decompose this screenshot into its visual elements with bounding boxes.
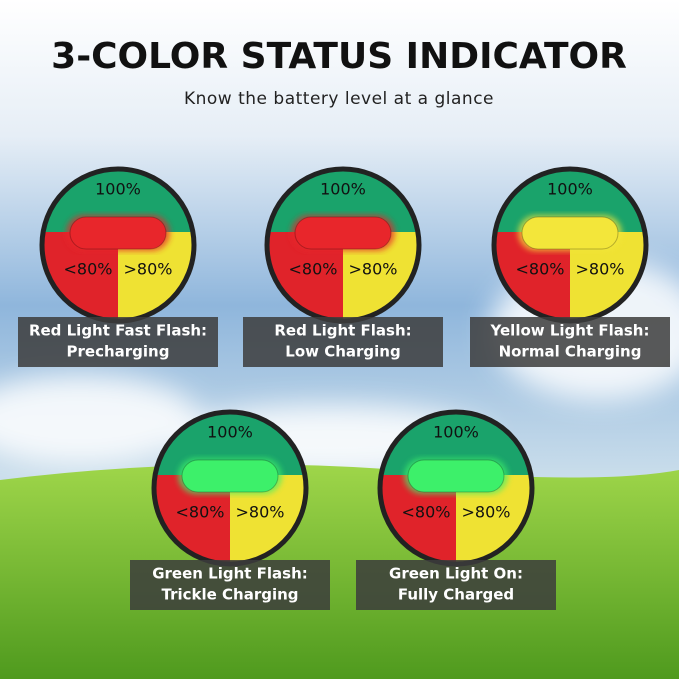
light <box>407 459 505 493</box>
caption-line: Red Light Flash: <box>274 322 411 340</box>
right-label: >80% <box>124 260 173 279</box>
left-label: <80% <box>402 503 451 522</box>
caption-box <box>470 317 670 367</box>
light <box>294 216 392 250</box>
indicator: 100% <80% >80% Green Light Flash: Trickle Ch… <box>130 409 330 610</box>
caption-box <box>356 560 556 610</box>
right-label: >80% <box>236 503 285 522</box>
light <box>181 459 279 493</box>
subtitle: Know the battery level at a glance <box>184 89 494 109</box>
caption-box <box>130 560 330 610</box>
indicator: 100% <80% >80% Yellow Light Flash: Normal Ch… <box>470 166 670 367</box>
caption-line: Low Charging <box>285 343 400 361</box>
title: 3-COLOR STATUS INDICATOR <box>51 36 627 77</box>
light <box>69 216 167 250</box>
caption-line: Red Light Fast Flash: <box>29 322 207 340</box>
left-label: <80% <box>289 260 338 279</box>
caption-line: Normal Charging <box>499 343 642 361</box>
left-label: <80% <box>176 503 225 522</box>
caption-line: Yellow Light Flash: <box>490 322 650 340</box>
top-label: 100% <box>320 180 366 199</box>
grass <box>0 464 679 679</box>
top-label: 100% <box>547 180 593 199</box>
indicator: 100% <80% >80% Green Light On: Fully Charged <box>356 409 556 610</box>
caption-line: Green Light Flash: <box>152 565 308 583</box>
top-label: 100% <box>433 423 479 442</box>
left-label: <80% <box>64 260 113 279</box>
right-label: >80% <box>349 260 398 279</box>
caption-line: Fully Charged <box>398 586 514 604</box>
light <box>521 216 619 250</box>
right-label: >80% <box>576 260 625 279</box>
caption-line: Precharging <box>67 343 170 361</box>
right-label: >80% <box>462 503 511 522</box>
caption-line: Green Light On: <box>389 565 523 583</box>
caption-line: Trickle Charging <box>161 586 298 604</box>
top-label: 100% <box>207 423 253 442</box>
caption-box <box>243 317 443 367</box>
top-label: 100% <box>95 180 141 199</box>
left-label: <80% <box>516 260 565 279</box>
caption-box <box>18 317 218 367</box>
